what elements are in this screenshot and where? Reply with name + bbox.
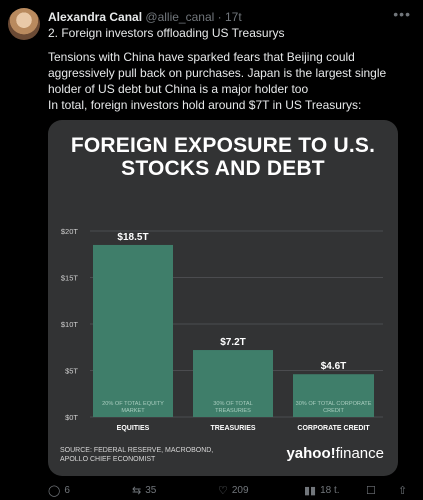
chart-title: FOREIGN EXPOSURE TO U.S. STOCKS AND DEBT	[70, 134, 376, 180]
category-label: EQUITIES	[117, 425, 150, 432]
y-tick-label: $0T	[65, 413, 78, 422]
bar	[293, 374, 374, 417]
reply-count: 6	[64, 485, 70, 496]
share-icon: ⇧	[398, 485, 408, 497]
bar-note: 30% OF TOTAL CORPORATE CREDIT	[296, 401, 372, 414]
logo-brand: yahoo!	[286, 445, 336, 462]
bar-chart: $0T $5T $10T $15T $20T $18.5T 20% OF TOTAL EQU…	[61, 227, 383, 432]
repost-button[interactable]: ⇆ 35	[132, 484, 156, 497]
reply-button[interactable]: ◯ 6	[48, 484, 70, 497]
yahoo-finance-logo: yahoo!finance	[286, 445, 384, 462]
bar-value-label: $18.5T	[117, 232, 148, 243]
bar-note: 20% OF TOTAL EQUITY MARKET	[102, 401, 164, 414]
timestamp[interactable]: 17t	[224, 10, 242, 24]
bookmark-icon: ☐	[366, 485, 376, 497]
reply-icon: ◯	[48, 485, 61, 497]
share-button[interactable]: ⇧	[398, 484, 407, 497]
views-button[interactable]: ▮▮ 18 t.	[304, 484, 340, 497]
tweet-header: Alexandra Canal @allie_canal · 17t	[48, 10, 242, 24]
views-count: 18 t.	[320, 485, 340, 496]
bar	[193, 350, 273, 417]
separator-dot: ·	[217, 10, 222, 24]
like-icon: ♡	[218, 485, 228, 497]
y-tick-label: $10T	[61, 320, 79, 329]
repost-count: 35	[145, 485, 157, 496]
bar-note: 30% OF TOTAL TREASURIES	[213, 401, 252, 414]
bar	[93, 244, 173, 417]
views-icon: ▮▮	[304, 485, 317, 497]
category-label: CORPORATE CREDIT	[297, 425, 370, 432]
author-handle[interactable]: @allie_canal	[145, 10, 215, 24]
tweet-text-line1: 2. Foreign investors offloading US Treas…	[48, 26, 285, 40]
like-count: 209	[231, 485, 249, 496]
bar-value-label: $4.6T	[321, 361, 347, 372]
action-bar: ◯ 6 ⇆ 35 ♡ 209 ▮▮ 18 t. ☐ ⇧	[48, 484, 418, 500]
avatar[interactable]	[8, 8, 40, 40]
bar-value-label: $7.2T	[220, 337, 246, 348]
chart-image[interactable]: FOREIGN EXPOSURE TO U.S. STOCKS AND DEBT…	[48, 120, 398, 476]
logo-suffix: finance	[335, 445, 384, 462]
bookmark-button[interactable]: ☐	[366, 484, 376, 497]
y-tick-label: $20T	[61, 227, 79, 236]
author-name[interactable]: Alexandra Canal	[48, 10, 143, 24]
category-label: TREASURIES	[210, 425, 255, 432]
tweet-text-summary: In total, foreign investors hold around …	[48, 98, 362, 112]
y-tick-label: $15T	[61, 274, 79, 283]
like-button[interactable]: ♡ 209	[218, 484, 249, 497]
tweet-text-paragraph: Tensions with China have sparked fears t…	[48, 50, 387, 96]
repost-icon: ⇆	[132, 485, 142, 497]
chart-source: SOURCE: FEDERAL RESERVE, MACROBOND, APOL…	[60, 447, 214, 463]
more-icon[interactable]: •••	[393, 6, 411, 22]
y-tick-label: $5T	[65, 367, 78, 376]
